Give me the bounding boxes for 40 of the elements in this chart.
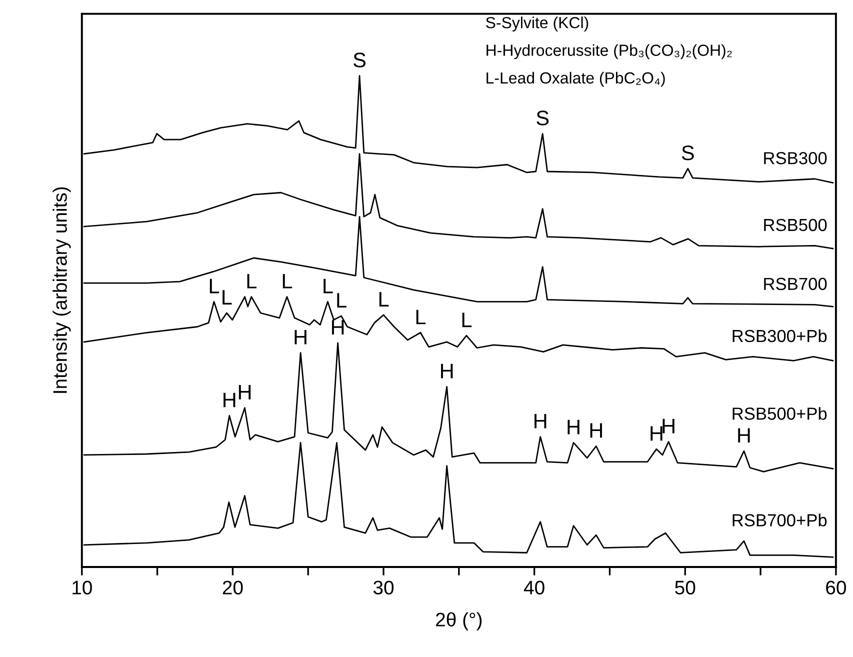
annotation: L-Lead Oxalate (PbC₂O₄) bbox=[486, 72, 665, 87]
annotation: S bbox=[536, 110, 549, 126]
annotation: H bbox=[662, 418, 674, 434]
annotation: H bbox=[294, 330, 306, 344]
annotation: H bbox=[332, 320, 344, 334]
annotation: L bbox=[247, 274, 256, 288]
annotation: L bbox=[324, 278, 333, 294]
annotation: H bbox=[738, 428, 750, 443]
annotation: S bbox=[682, 146, 694, 160]
annotation: L bbox=[222, 290, 232, 305]
x-tick-label: 40 bbox=[524, 580, 544, 594]
annotation: L bbox=[462, 312, 472, 328]
y-axis-title: Intensity (arbitrary units) bbox=[52, 187, 71, 393]
annotation: H bbox=[568, 420, 580, 434]
series-label: RSB300+Pb bbox=[732, 329, 827, 342]
x-tick-label: 60 bbox=[826, 580, 846, 594]
annotation: H bbox=[441, 364, 453, 378]
series-label: RSB500+Pb bbox=[732, 407, 827, 420]
series-label: RSB500 bbox=[764, 218, 827, 232]
annotation: S bbox=[354, 52, 366, 68]
annotation: H bbox=[224, 392, 236, 408]
series-label: RSB700 bbox=[764, 278, 827, 290]
annotation: H bbox=[650, 426, 662, 441]
annotation: L bbox=[379, 292, 389, 306]
x-tick-label: 10 bbox=[72, 580, 92, 594]
annotation: H bbox=[238, 384, 251, 400]
x-axis-title: 2θ (°) bbox=[436, 612, 482, 630]
text: S-Sylvite (KCl) bbox=[486, 16, 588, 32]
annotation: H bbox=[534, 414, 546, 428]
series-label: RSB300 bbox=[764, 152, 827, 164]
x-tick-label: 30 bbox=[373, 580, 394, 594]
series-label: RSB700+Pb bbox=[732, 514, 827, 526]
annotation: H bbox=[590, 423, 602, 438]
x-tick-label: 50 bbox=[675, 580, 696, 594]
x-tick-label: 20 bbox=[222, 580, 243, 594]
annotation: L bbox=[282, 274, 292, 288]
annotation: L bbox=[416, 310, 426, 324]
annotation: L bbox=[337, 293, 346, 308]
text: H-Hydrocerussite (Pb₃(CO₃)₂(OH)₂ bbox=[486, 44, 732, 60]
annotation: L bbox=[210, 278, 220, 294]
